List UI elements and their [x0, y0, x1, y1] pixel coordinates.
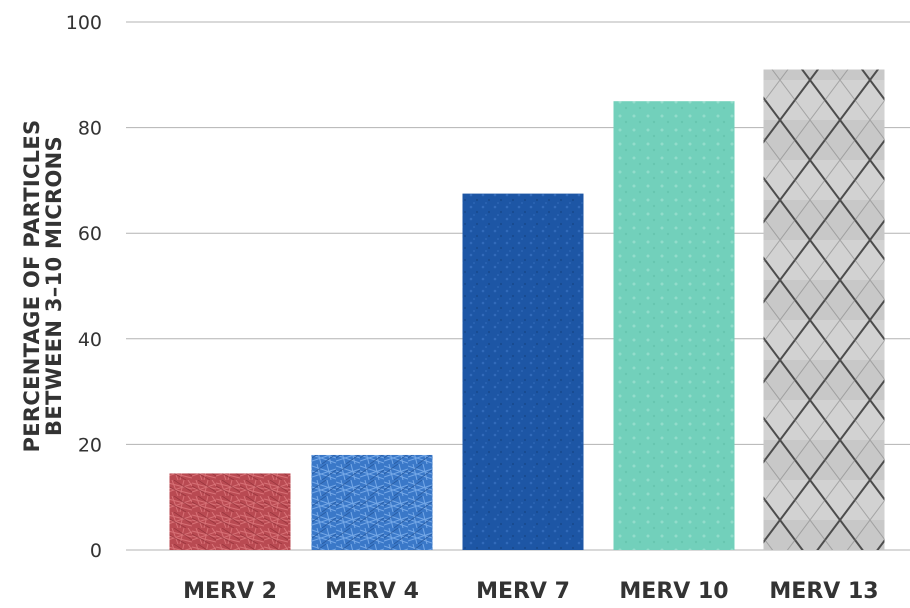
y-tick-label-40: 40 — [78, 329, 102, 351]
y-axis-title: PERCENTAGE OF PARTICLESBETWEEN 3–10 MICR… — [20, 120, 66, 453]
bar-merv-10 — [613, 101, 735, 550]
y-tick-label-20: 20 — [78, 434, 102, 456]
x-category-label-merv-10: MERV 10 — [619, 579, 728, 603]
x-category-label-merv-4: MERV 4 — [325, 579, 419, 603]
bar-merv-4 — [311, 454, 433, 550]
x-category-label-merv-7: MERV 7 — [476, 579, 570, 603]
y-tick-label-100: 100 — [66, 12, 102, 34]
bar-merv-2 — [169, 473, 291, 550]
bar-merv-7 — [462, 193, 584, 550]
y-tick-label-60: 60 — [78, 223, 102, 245]
y-tick-label-0: 0 — [90, 540, 102, 562]
x-category-label-merv-2: MERV 2 — [183, 579, 277, 603]
x-category-label-merv-13: MERV 13 — [769, 579, 878, 603]
y-axis-title-line-2: BETWEEN 3–10 MICRONS — [42, 136, 66, 436]
y-tick-label-80: 80 — [78, 118, 102, 140]
bar-merv-13 — [763, 69, 885, 551]
y-axis-title-line-1: PERCENTAGE OF PARTICLES — [20, 120, 44, 453]
